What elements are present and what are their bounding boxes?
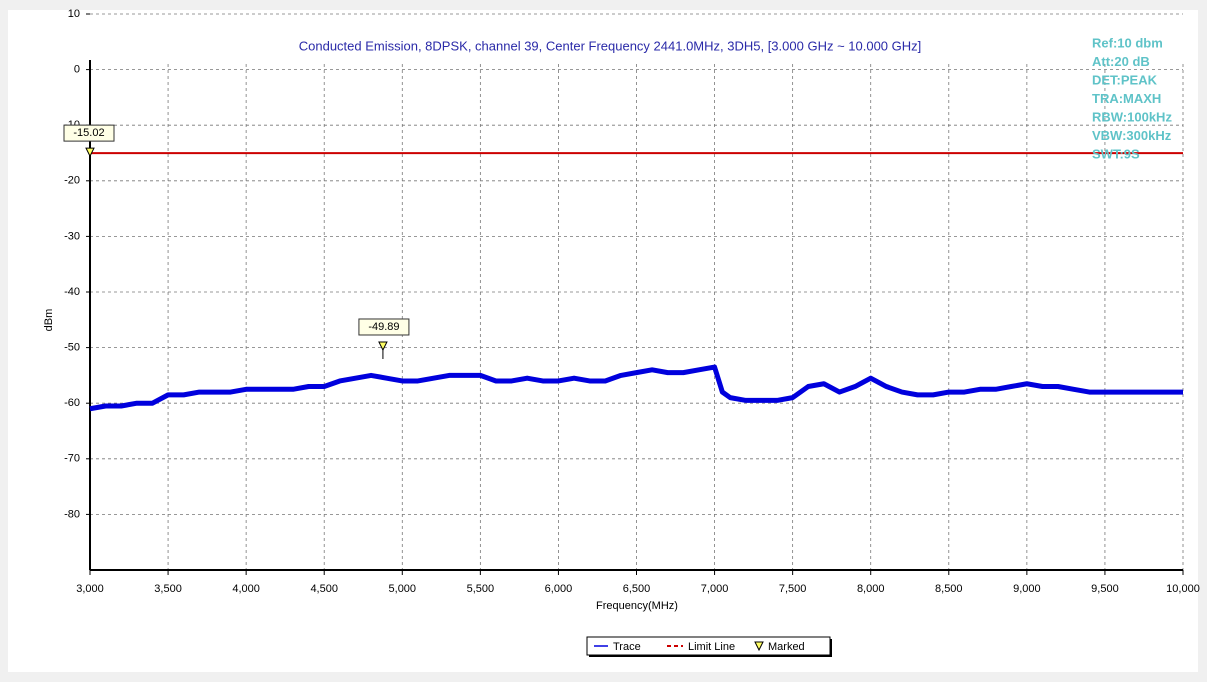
side-annotation: TRA:MAXH xyxy=(1092,91,1161,106)
x-tick-label: 9,000 xyxy=(1013,583,1041,595)
legend xyxy=(586,636,832,657)
y-tick-label: -20 xyxy=(64,175,80,187)
side-annotation: SWT:9S xyxy=(1092,146,1140,161)
x-tick-label: 8,500 xyxy=(935,583,963,595)
side-annotation: Att:20 dB xyxy=(1092,54,1150,69)
marker xyxy=(85,147,95,158)
marker-label-box xyxy=(63,124,115,142)
y-tick-label: -60 xyxy=(64,397,80,409)
x-axis-label: Frequency(MHz) xyxy=(596,600,678,612)
side-annotation: DET:PEAK xyxy=(1092,72,1158,87)
x-tick-label: 6,000 xyxy=(545,583,573,595)
panel xyxy=(8,10,1198,672)
legend-box xyxy=(586,636,831,656)
x-tick-label: 5,000 xyxy=(389,583,417,595)
chart-title: Conducted Emission, 8DPSK, channel 39, C… xyxy=(299,38,922,53)
x-tick-label: 8,000 xyxy=(857,583,885,595)
trace xyxy=(89,364,1183,412)
side-annotation: RBW:100kHz xyxy=(1092,109,1172,124)
x-tick-label: 3,500 xyxy=(154,583,182,595)
legend-label: Limit Line xyxy=(688,641,735,653)
y-tick-label: -30 xyxy=(64,230,80,242)
legend-swatch xyxy=(754,641,764,652)
y-tick-label: 0 xyxy=(74,64,80,76)
y-tick-label: -50 xyxy=(64,342,80,354)
x-tick-label: 10,000 xyxy=(1166,583,1200,595)
marker-label: -49.89 xyxy=(368,321,399,333)
x-tick-label: 3,000 xyxy=(76,583,104,595)
y-tick-label: 10 xyxy=(68,8,80,20)
legend-label: Marked xyxy=(768,641,805,653)
marker-label: -15.02 xyxy=(73,127,104,139)
y-tick-label: -80 xyxy=(64,508,80,520)
marker xyxy=(378,341,388,352)
x-tick-label: 7,000 xyxy=(701,583,729,595)
x-tick-label: 9,500 xyxy=(1091,583,1119,595)
x-tick-label: 4,000 xyxy=(232,583,260,595)
x-tick-label: 4,500 xyxy=(310,583,338,595)
x-tick-label: 7,500 xyxy=(779,583,807,595)
y-axis-label: dBm xyxy=(43,309,55,332)
legend-label: Trace xyxy=(613,641,641,653)
x-tick-label: 5,500 xyxy=(467,583,495,595)
y-tick-label: -70 xyxy=(64,453,80,465)
y-tick-label: -40 xyxy=(64,286,80,298)
marker-label-box xyxy=(358,318,410,336)
side-annotation: Ref:10 dbm xyxy=(1092,35,1163,50)
x-tick-label: 6,500 xyxy=(623,583,651,595)
side-annotation: VBW:300kHz xyxy=(1092,128,1172,143)
